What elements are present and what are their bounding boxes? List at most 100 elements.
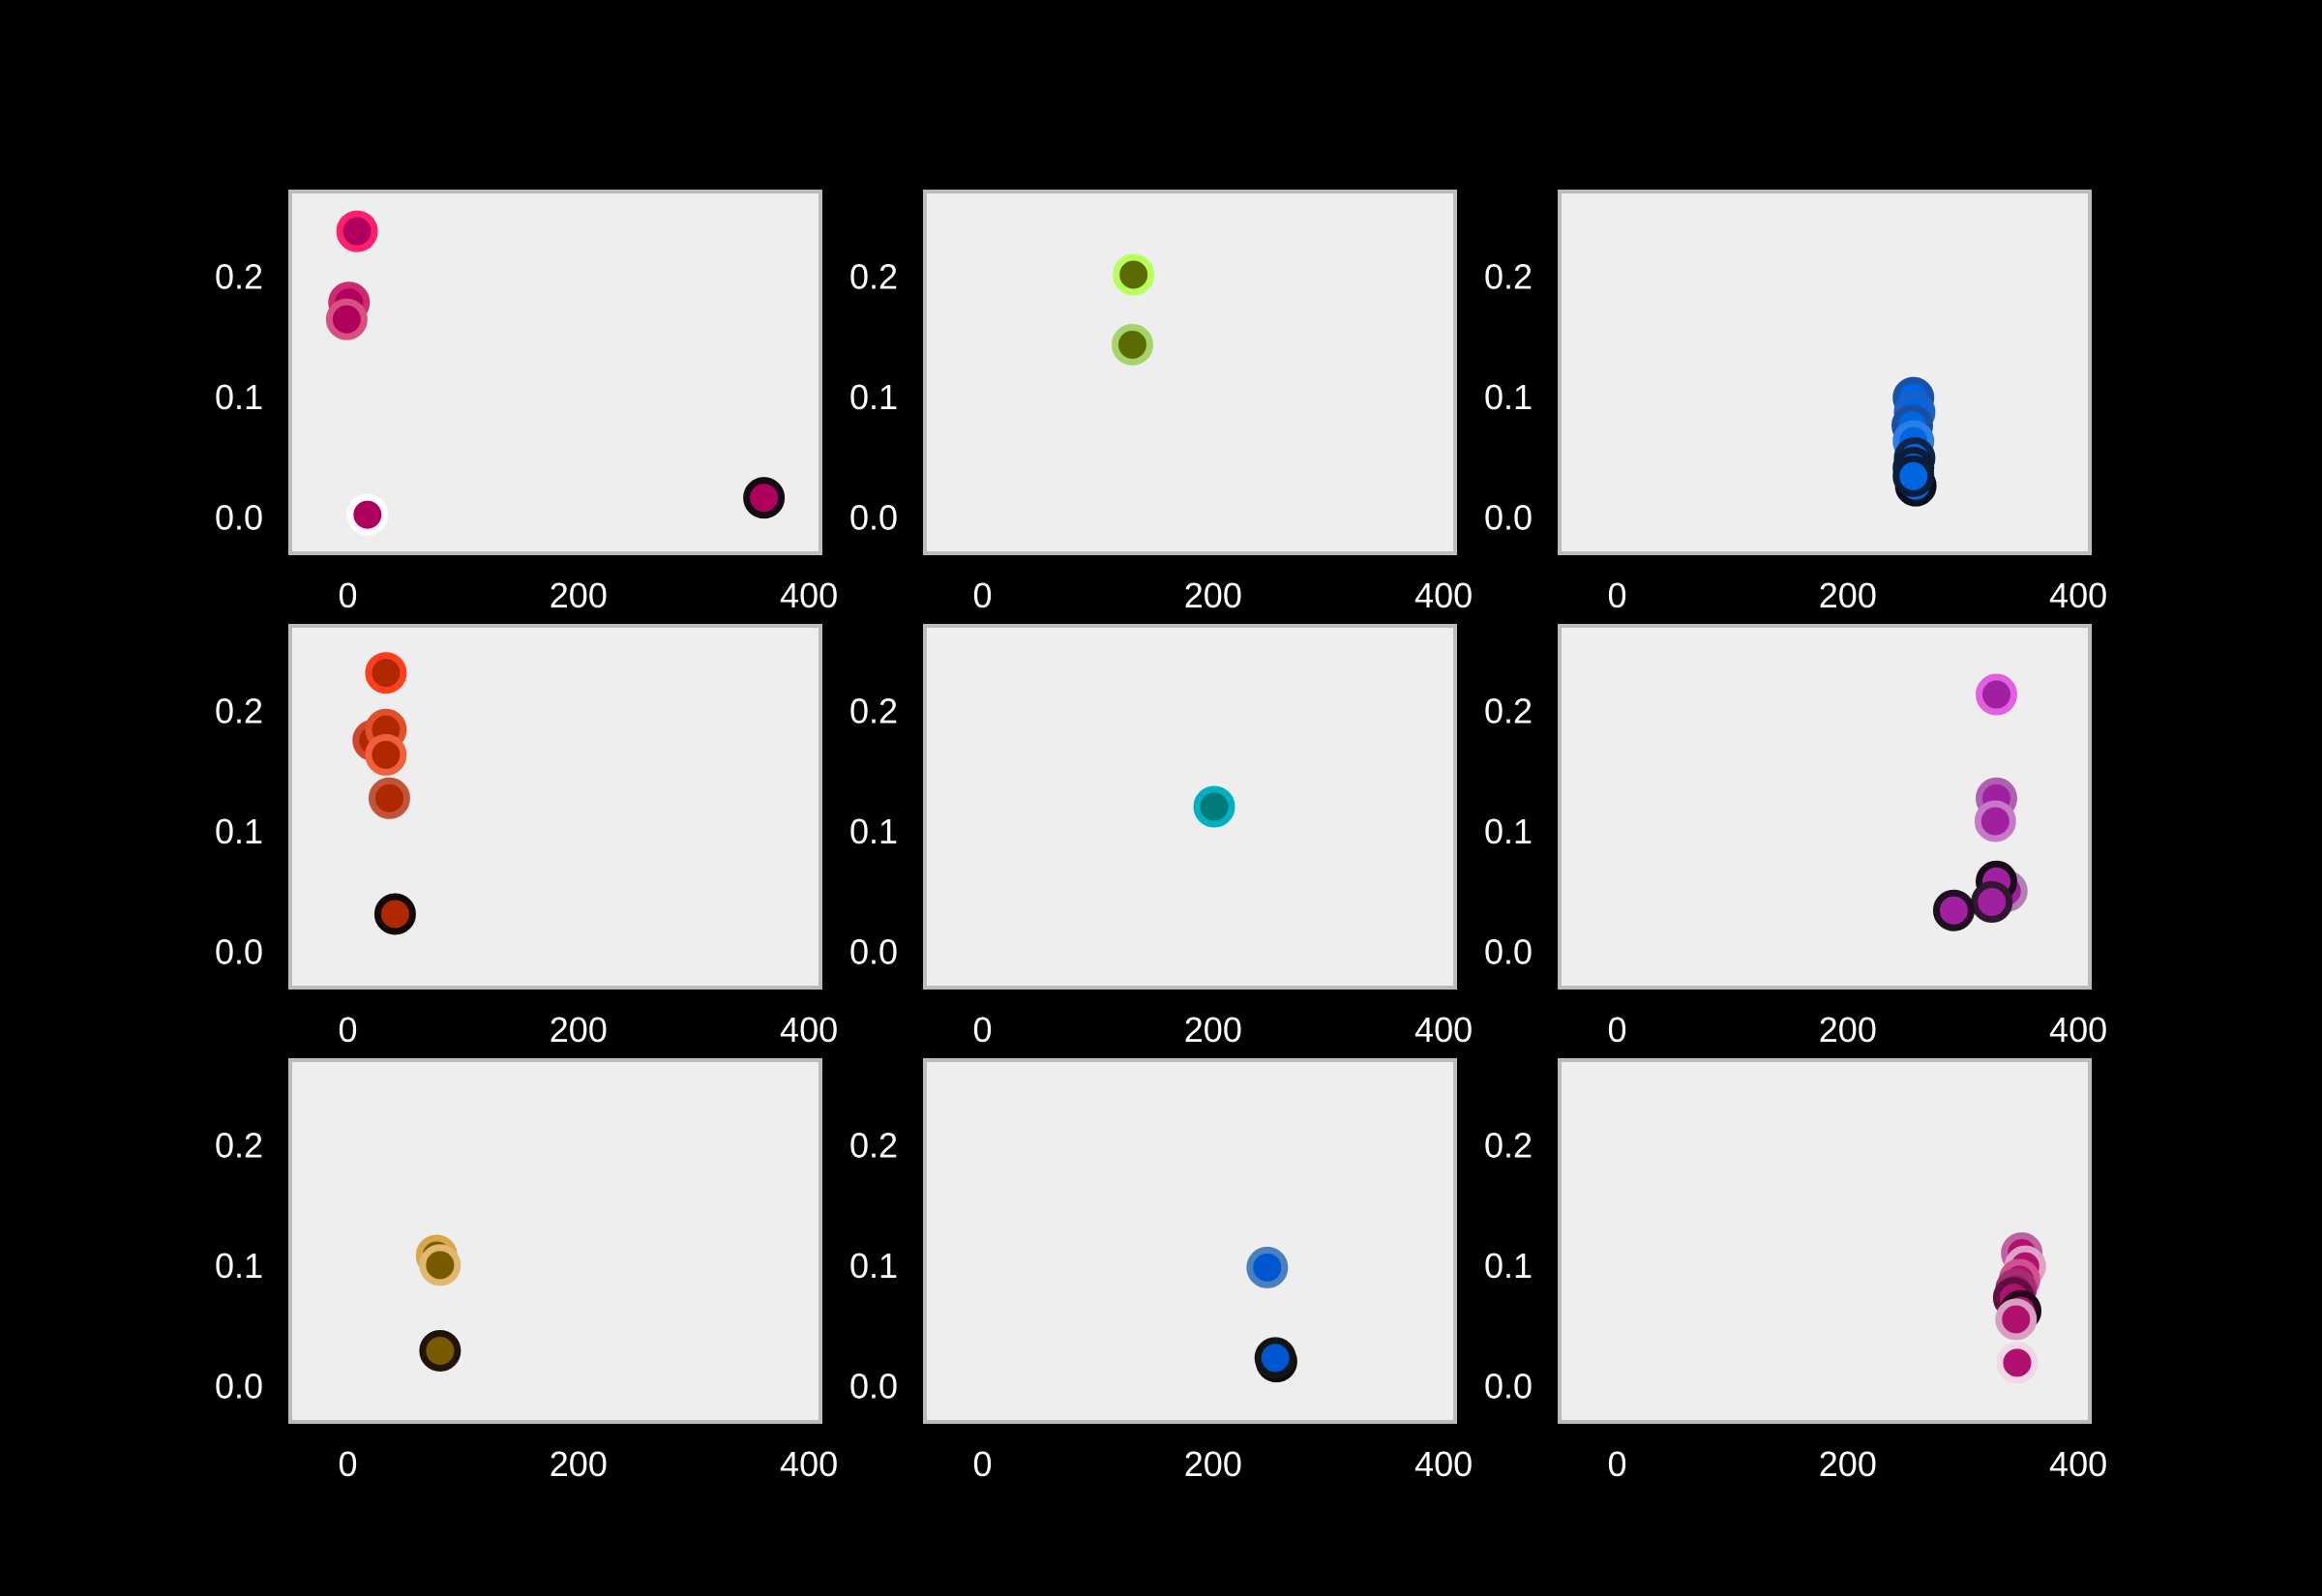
x-tick-label: 200 [1819,576,1877,615]
y-tick-label: 0.0 [215,932,263,972]
x-tick-label: 0 [973,1444,993,1484]
scatter-panel-7: 0 200 400 0.0 0.1 0.2 [215,1058,838,1484]
plot-area [288,190,822,555]
data-point [1976,673,2018,716]
y-tick-label: 0.2 [215,691,263,730]
x-tick-label: 200 [1184,1010,1242,1049]
data-points [1246,1246,1297,1383]
data-points [415,1234,461,1372]
y-tick-label: 0.1 [1484,377,1533,417]
x-tick-label: 400 [780,1010,838,1049]
x-tick-label: 200 [550,1444,608,1484]
data-points [1932,673,2028,931]
plot-area [288,1058,822,1424]
scatter-panel-2: 0 200 400 0.0 0.1 0.2 [849,190,1473,615]
data-point [373,893,416,935]
y-tick-label: 0.0 [215,498,263,538]
data-point [1974,800,2016,842]
y-tick-label: 0.1 [215,1246,263,1286]
scatter-panel-3: 0 200 400 0.0 0.1 0.2 [1484,190,2107,615]
x-tick-label: 400 [2049,1444,2107,1484]
y-tick-label: 0.1 [849,812,898,851]
data-points [352,652,416,935]
data-point [368,777,410,819]
data-point [365,733,407,776]
y-tick-label: 0.0 [1484,1367,1533,1406]
y-tick-label: 0.2 [1484,1125,1533,1165]
x-tick-label: 400 [780,1444,838,1484]
y-tick-label: 0.0 [215,1367,263,1406]
y-tick-label: 0.2 [849,691,898,730]
x-tick-label: 0 [1608,1444,1627,1484]
scatter-panel-6: 0 200 400 0.0 0.1 0.2 [1484,624,2107,1049]
data-point [1892,455,1935,497]
data-point [1996,1342,2039,1384]
y-tick-label: 0.1 [215,812,263,851]
y-tick-label: 0.2 [215,1125,263,1165]
data-point [1254,1337,1296,1379]
x-tick-label: 400 [1414,1010,1473,1049]
data-point [336,210,378,252]
y-tick-label: 0.0 [849,932,898,972]
data-point [1246,1246,1289,1288]
plot-area [923,1058,1457,1424]
data-point [1113,253,1155,296]
x-tick-label: 400 [2049,576,2107,615]
x-tick-label: 0 [1608,576,1627,615]
data-point [1971,880,2013,923]
y-tick-label: 0.1 [1484,1246,1533,1286]
x-tick-label: 200 [1184,576,1242,615]
data-point [346,493,389,536]
x-tick-label: 0 [339,1010,358,1049]
data-point [365,652,407,695]
data-point [419,1244,461,1286]
x-tick-label: 200 [1819,1010,1877,1049]
y-tick-label: 0.2 [1484,691,1533,730]
scatter-panel-4: 0 200 400 0.0 0.1 0.2 [215,624,838,1049]
data-point [1995,1298,2038,1341]
data-points [1891,376,1937,507]
data-points [1193,785,1235,828]
x-tick-label: 0 [339,576,358,615]
y-tick-label: 0.0 [849,498,898,538]
y-tick-label: 0.2 [1484,256,1533,296]
plot-area [1558,190,2092,555]
data-points [325,210,786,536]
x-tick-label: 0 [1608,1010,1627,1049]
data-point [1193,785,1235,828]
y-tick-label: 0.1 [849,1246,898,1286]
y-tick-label: 0.0 [849,1367,898,1406]
data-point [1932,889,1975,931]
scatter-panel-8: 0 200 400 0.0 0.1 0.2 [849,1058,1473,1484]
x-tick-label: 0 [973,1010,993,1049]
x-tick-label: 200 [550,576,608,615]
x-tick-label: 0 [973,576,993,615]
data-points [1992,1231,2046,1384]
x-tick-label: 400 [1414,1444,1473,1484]
scatter-panel-5: 0 200 400 0.0 0.1 0.2 [849,624,1473,1049]
scatter-panel-1: 0 200 400 0.0 0.1 0.2 [215,190,838,615]
y-tick-label: 0.2 [849,1125,898,1165]
y-tick-label: 0.1 [215,377,263,417]
y-tick-label: 0.1 [849,377,898,417]
data-point [419,1329,461,1372]
data-point [1111,323,1153,366]
data-point [743,477,786,519]
x-tick-label: 0 [339,1444,358,1484]
x-tick-label: 400 [2049,1010,2107,1049]
y-tick-label: 0.2 [849,256,898,296]
scatter-panel-9: 0 200 400 0.0 0.1 0.2 [1484,1058,2107,1484]
y-tick-label: 0.2 [215,256,263,296]
x-tick-label: 200 [1819,1444,1877,1484]
x-tick-label: 400 [780,576,838,615]
y-tick-label: 0.0 [1484,498,1533,538]
plot-area [923,624,1457,990]
x-tick-label: 200 [550,1010,608,1049]
y-tick-label: 0.1 [1484,812,1533,851]
data-point [325,298,368,340]
x-tick-label: 200 [1184,1444,1242,1484]
data-points [1111,253,1155,366]
plot-area [923,190,1457,555]
y-tick-label: 0.0 [1484,932,1533,972]
